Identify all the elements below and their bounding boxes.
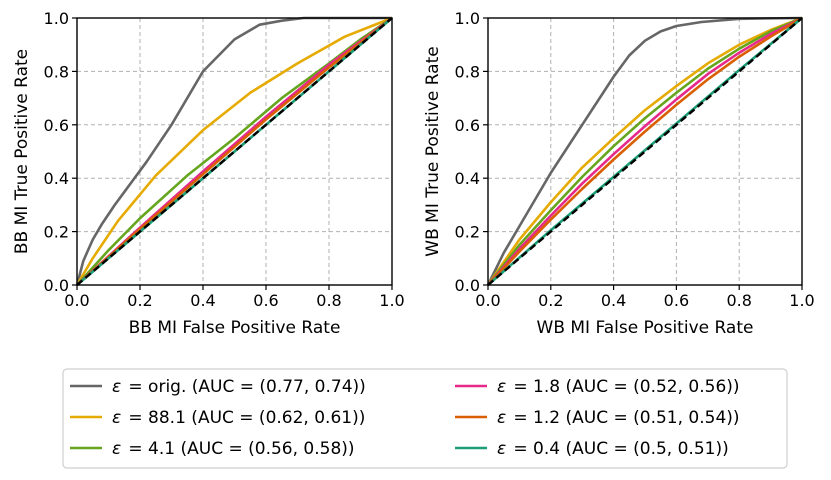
wb-y-axis-label: WB MI True Positive Rate: [423, 46, 443, 256]
bb-y-axis-label: BB MI True Positive Rate: [12, 49, 32, 254]
bb-diagonal-line: [76, 17, 393, 286]
legend-label-orig: = orig. (AUC = (0.77, 0.74)): [123, 377, 366, 397]
legend-entry-e1_8: ε = 1.8 (AUC = (0.52, 0.56)): [455, 377, 740, 397]
wb-series-e4_1: [486, 16, 803, 286]
bb-ytick-label: 0.4: [44, 169, 69, 188]
bb-ytick-label: 0.8: [44, 62, 69, 81]
wb-xtick-label: 0.8: [726, 291, 751, 310]
wb-ticks: 0.0 0.2 0.4 0.6 0.8 1.0 0.0 0.2 0.4 0.6 0.8 1.0: [455, 9, 815, 310]
wb-xtick-label: 0.0: [475, 291, 500, 310]
bb-series-e88: [75, 16, 393, 286]
wb-plot-frame: [487, 17, 803, 286]
legend-entry-e88: ε = 88.1 (AUC = (0.62, 0.61)): [70, 408, 365, 428]
legend-label-e1_8: = 1.8 (AUC = (0.52, 0.56)): [508, 377, 740, 397]
legend-label-e0_4: = 0.4 (AUC = (0.5, 0.51)): [508, 439, 729, 459]
bb-series-orig: [75, 16, 392, 286]
bb-xtick-label: 0.4: [190, 291, 215, 310]
legend-entry-e0_4: ε = 0.4 (AUC = (0.5, 0.51)): [455, 439, 729, 459]
legend: ε = orig. (AUC = (0.77, 0.74))ε = 88.1 (…: [62, 368, 788, 469]
legend-entry-e4_1: ε = 4.1 (AUC = (0.56, 0.58)): [70, 439, 355, 459]
legend-epsilon-symbol: ε: [497, 439, 506, 459]
wb-ytick-label: 0.6: [455, 116, 480, 135]
wb-ytick-label: 0.2: [455, 223, 480, 242]
wb-roc-panel: 0.0 0.2 0.4 0.6 0.8 1.0 0.0 0.2 0.4 0.6 0.8 1.0 WB …: [423, 9, 815, 338]
bb-ytick-label: 0.2: [44, 223, 69, 242]
wb-series-e88: [486, 16, 803, 286]
legend-entries: ε = orig. (AUC = (0.77, 0.74))ε = 88.1 (…: [70, 377, 740, 459]
legend-label-e1_2: = 1.2 (AUC = (0.51, 0.54)): [508, 408, 740, 428]
legend-entry-orig: ε = orig. (AUC = (0.77, 0.74)): [70, 377, 366, 397]
bb-xtick-label: 0.6: [253, 291, 278, 310]
bb-series-e4_1: [76, 16, 393, 286]
wb-ytick-label: 0.8: [455, 62, 480, 81]
wb-x-axis-label: WB MI False Positive Rate: [537, 318, 754, 338]
wb-series-group: [486, 16, 803, 286]
legend-epsilon-symbol: ε: [112, 439, 121, 459]
wb-xtick-label: 1.0: [789, 291, 814, 310]
bb-roc-panel: 0.0 0.2 0.4 0.6 0.8 1.0 0.0 0.2 0.4 0.6 0.8 1.0 BB …: [12, 9, 405, 338]
bb-ytick-label: 0.0: [44, 276, 69, 295]
wb-xtick-label: 0.2: [538, 291, 563, 310]
wb-series-orig: [486, 16, 803, 286]
bb-ytick-label: 1.0: [44, 9, 69, 28]
wb-series-e1_2: [487, 16, 803, 286]
bb-plot-frame: [76, 17, 393, 286]
bb-ytick-label: 0.6: [44, 116, 69, 135]
bb-series-e1_2: [76, 16, 393, 286]
bb-xtick-label: 0.0: [64, 291, 89, 310]
bb-xtick-label: 0.2: [127, 291, 152, 310]
wb-diagonal-line: [487, 17, 803, 286]
wb-xtick-label: 0.6: [664, 291, 689, 310]
legend-epsilon-symbol: ε: [112, 377, 121, 397]
bb-xtick-label: 0.8: [316, 291, 341, 310]
bb-xtick-label: 1.0: [379, 291, 404, 310]
wb-ytick-label: 0.0: [455, 276, 480, 295]
wb-ytick-label: 0.4: [455, 169, 480, 188]
bb-x-axis-label: BB MI False Positive Rate: [129, 318, 341, 338]
legend-frame: [62, 368, 788, 469]
wb-xtick-label: 0.4: [601, 291, 626, 310]
wb-ytick-label: 1.0: [455, 9, 480, 28]
legend-epsilon-symbol: ε: [112, 408, 121, 428]
legend-entry-e1_2: ε = 1.2 (AUC = (0.51, 0.54)): [455, 408, 740, 428]
legend-label-e88: = 88.1 (AUC = (0.62, 0.61)): [123, 408, 365, 428]
legend-epsilon-symbol: ε: [497, 408, 506, 428]
bb-ticks: 0.0 0.2 0.4 0.6 0.8 1.0 0.0 0.2 0.4 0.6 0.8 1.0: [44, 9, 405, 310]
legend-epsilon-symbol: ε: [497, 377, 506, 397]
bb-series-group: [75, 16, 393, 286]
wb-series-e1_8: [487, 16, 803, 286]
legend-label-e4_1: = 4.1 (AUC = (0.56, 0.58)): [123, 439, 355, 459]
